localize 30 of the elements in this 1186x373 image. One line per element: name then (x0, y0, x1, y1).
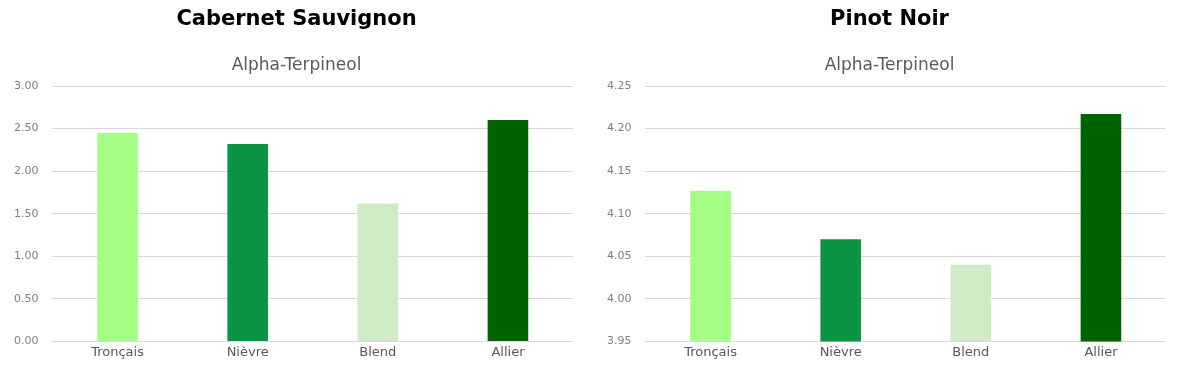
y-tick-label: 4.05 (606, 249, 632, 263)
y-tick-label: 0.00 (13, 334, 39, 348)
y-tick-label: 0.50 (13, 291, 39, 305)
y-tick-label: 2.00 (13, 163, 39, 177)
bar (227, 143, 268, 341)
x-tick-label: Allier (1084, 343, 1119, 359)
x-tick-label: Nièvre (226, 343, 269, 359)
bar (97, 132, 138, 341)
x-tick-label: Blend (952, 343, 990, 359)
x-tick-label: Tronçais (90, 343, 145, 359)
y-tick-label: 4.15 (606, 163, 632, 177)
y-tick-label: 1.00 (13, 249, 39, 263)
y-tick-label: 3.95 (606, 334, 632, 348)
y-tick-label: 2.50 (13, 121, 39, 135)
x-tick-label: Allier (491, 343, 526, 359)
bar (487, 120, 529, 341)
chart-subtitle: Alpha-Terpineol (231, 54, 362, 75)
chart-title: Cabernet Sauvignon (176, 6, 417, 31)
bar (357, 203, 399, 341)
y-tick-label: 3.00 (13, 78, 39, 92)
y-tick-label: 1.50 (13, 206, 39, 220)
y-tick-label: 4.25 (606, 78, 632, 92)
chart-title: Pinot Noir (830, 6, 950, 31)
x-tick-label: Nièvre (819, 343, 862, 359)
x-tick-label: Blend (359, 343, 397, 359)
y-tick-label: 4.20 (606, 121, 632, 135)
y-tick-label: 4.10 (606, 206, 632, 220)
x-tick-label: Tronçais (683, 343, 738, 359)
chart-subtitle: Alpha-Terpineol (824, 54, 955, 75)
y-tick-label: 4.00 (606, 291, 632, 305)
